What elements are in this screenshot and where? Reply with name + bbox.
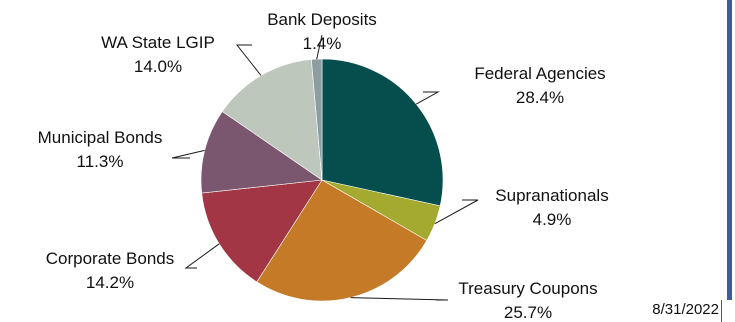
slice-value-supranationals: 4.9% [533, 210, 572, 229]
pie-slice-wa-state-lgip [221, 59, 323, 181]
slice-labels: Federal Agencies 28.4% Supranationals 4.9% T… [38, 10, 609, 322]
leader-line-bank-deposits [316, 34, 323, 60]
slice-value-bank-deposits: 1.4% [303, 34, 342, 53]
slice-value-treasury-coupons: 25.7% [504, 303, 552, 322]
slice-value-wa-state-lgip: 14.0% [134, 57, 182, 76]
slice-label-federal-agencies: Federal Agencies [474, 64, 605, 83]
right-edge-bar [727, 0, 732, 300]
slice-label-corporate-bonds: Corporate Bonds [46, 249, 175, 268]
slice-value-municipal-bonds: 11.3% [77, 152, 124, 171]
leader-line-federal-agencies [416, 91, 440, 105]
slice-label-wa-state-lgip: WA State LGIP [101, 33, 215, 52]
slice-value-corporate-bonds: 14.2% [86, 273, 134, 292]
leader-line-supranationals [434, 199, 479, 225]
slice-label-municipal-bonds: Municipal Bonds [38, 128, 163, 147]
as-of-date: 8/31/2022 [652, 301, 719, 318]
slice-label-bank-deposits: Bank Deposits [267, 10, 377, 29]
leader-line-wa-state-lgip [235, 44, 262, 76]
leader-line-treasury-coupons [350, 297, 449, 301]
pie-slices [200, 58, 444, 302]
slice-value-federal-agencies: 28.4% [516, 88, 564, 107]
leader-line-municipal-bonds [171, 149, 205, 159]
pie-slice-federal-agencies [321, 58, 444, 207]
leader-line-corporate-bonds [184, 243, 220, 269]
slice-label-treasury-coupons: Treasury Coupons [458, 279, 597, 298]
pie-slice-bank-deposits [311, 58, 323, 181]
right-edge-tick [721, 300, 722, 322]
leader-lines [171, 34, 479, 301]
slice-label-supranationals: Supranationals [495, 186, 608, 205]
